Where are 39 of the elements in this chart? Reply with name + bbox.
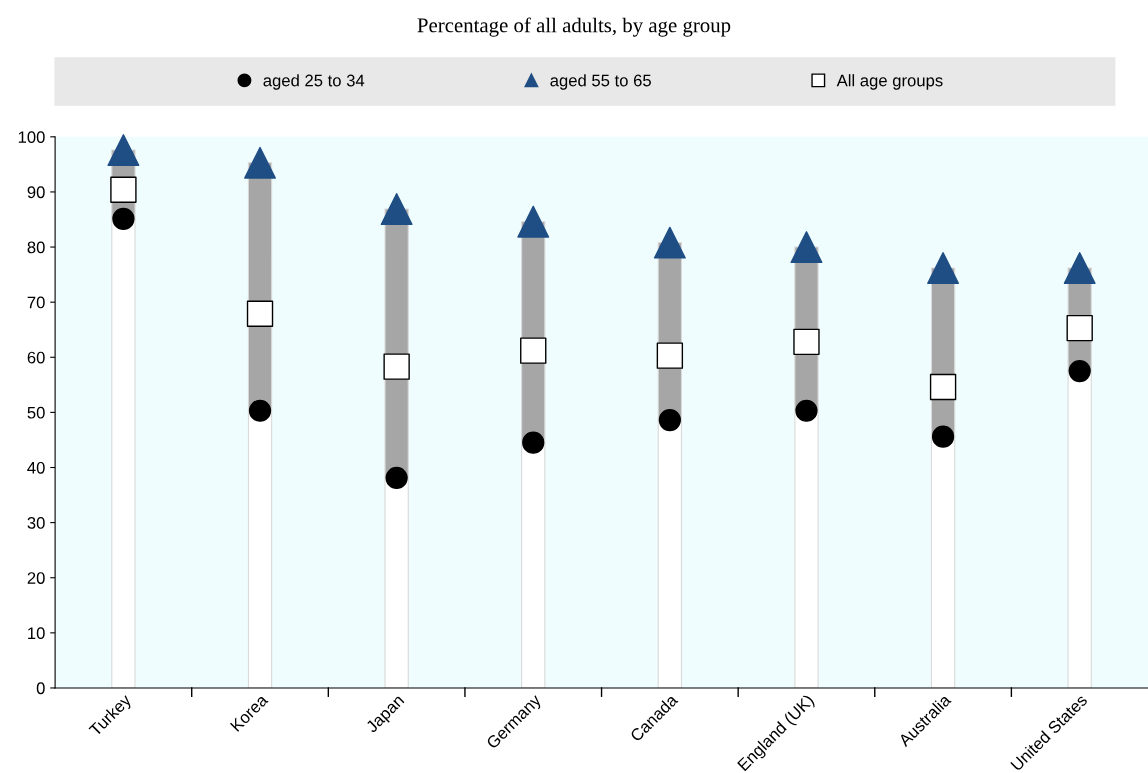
y-tick-label: 50 xyxy=(27,406,45,419)
point xyxy=(931,425,955,448)
legend-label: aged 25 to 34 xyxy=(263,74,365,90)
point xyxy=(517,205,550,238)
point xyxy=(653,226,686,259)
point xyxy=(522,431,545,454)
point xyxy=(385,466,408,490)
y-tick-label: 80 xyxy=(27,241,45,254)
y-tick-label: 100 xyxy=(18,131,45,144)
y-tick-label: 30 xyxy=(27,517,45,529)
y-tick-label: 40 xyxy=(27,461,45,474)
point xyxy=(383,353,410,380)
point xyxy=(112,207,135,231)
point xyxy=(927,252,960,284)
point xyxy=(1066,314,1093,342)
y-tick-label: 10 xyxy=(28,627,45,640)
point xyxy=(107,134,140,167)
point xyxy=(1063,252,1096,284)
point xyxy=(790,231,823,264)
y-tick-label: 70 xyxy=(27,296,45,309)
legend-label: All age groups xyxy=(836,74,943,90)
legend-label: aged 55 to 65 xyxy=(550,74,651,90)
y-tick-label: 60 xyxy=(27,351,45,364)
y-tick-label: 0 xyxy=(36,682,45,695)
point xyxy=(929,373,957,401)
chart-title: Percentage of all adults, by age group xyxy=(417,17,731,37)
point xyxy=(246,300,274,327)
point xyxy=(244,146,276,179)
point xyxy=(793,328,820,356)
point xyxy=(110,176,137,203)
y-tick-label: 20 xyxy=(27,572,45,584)
point xyxy=(656,342,684,369)
point xyxy=(658,408,681,432)
point xyxy=(380,193,413,225)
point xyxy=(795,399,818,422)
point xyxy=(520,337,547,364)
y-tick-label: 90 xyxy=(27,186,45,199)
point xyxy=(248,399,272,422)
point xyxy=(1068,359,1091,383)
